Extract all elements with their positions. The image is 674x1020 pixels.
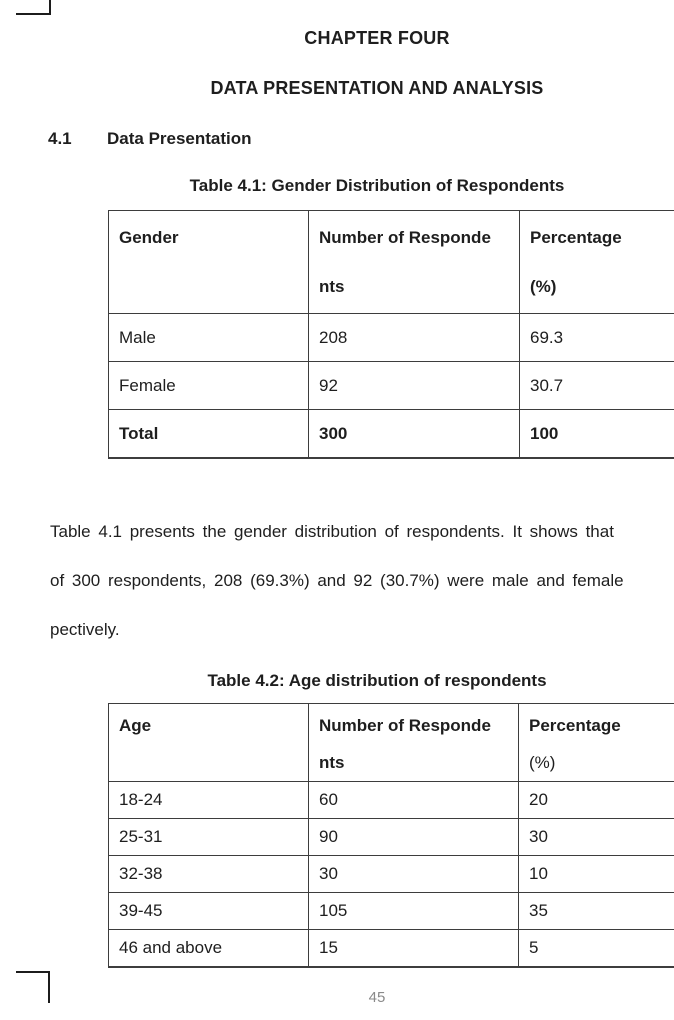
table-cell: 32-38	[108, 855, 309, 893]
analysis-paragraph: Table 4.1 presents the gender distributi…	[50, 507, 624, 654]
column-header-label: nts	[319, 753, 345, 772]
table-cell: Total	[108, 409, 309, 459]
table-cell: 30	[518, 818, 674, 856]
table-cell: 90	[308, 818, 519, 856]
table-cell: 100	[519, 409, 674, 459]
column-header-age: Age	[108, 703, 309, 782]
table-cell: 300	[308, 409, 520, 459]
table-cell: 92	[308, 361, 520, 410]
column-header-label: Percentage	[530, 228, 622, 247]
table-row: Male 208 69.3	[108, 313, 674, 362]
table-row: 39-45 105 35	[108, 892, 674, 930]
page-corner-mark-bottom	[16, 971, 50, 1003]
paragraph-line: pectively.	[50, 620, 120, 639]
table-cell: 10	[518, 855, 674, 893]
section-title: Data Presentation	[107, 129, 252, 148]
column-header-label: (%)	[529, 753, 556, 772]
page-number: 45	[368, 989, 386, 1006]
column-header-label: Number of Responde	[319, 228, 491, 247]
table-total-row: Total 300 100	[108, 409, 674, 459]
chapter-subheading: DATA PRESENTATION AND ANALYSIS	[210, 78, 544, 98]
table-cell: 25-31	[108, 818, 309, 856]
table-cell: 60	[308, 781, 519, 819]
column-header-label: nts	[319, 277, 345, 296]
table-row: 18-24 60 20	[108, 781, 674, 819]
page-corner-mark-top	[16, 0, 51, 15]
table-cell: 30	[308, 855, 519, 893]
column-header-label: Gender	[119, 228, 179, 247]
table2-caption: Table 4.2: Age distribution of responden…	[207, 671, 547, 690]
table1-caption: Table 4.1: Gender Distribution of Respon…	[189, 176, 565, 195]
table-cell: 35	[518, 892, 674, 930]
column-header-gender: Gender	[108, 210, 309, 314]
table-cell: 15	[308, 929, 519, 968]
table-cell: 69.3	[519, 313, 674, 362]
table-cell: 208	[308, 313, 520, 362]
paragraph-line: of 300 respondents, 208 (69.3%) and 92 (…	[50, 571, 624, 590]
table-row: Female 92 30.7	[108, 361, 674, 410]
gender-distribution-table: Gender Number of Responde nts Percentage…	[108, 210, 674, 459]
table-header-row: Age Number of Responde nts Percentage (%…	[108, 703, 674, 782]
section-heading: 4.1 Data Presentation	[48, 129, 252, 149]
column-header-respondents: Number of Responde nts	[308, 210, 520, 314]
paragraph-line: Table 4.1 presents the gender distributi…	[50, 522, 614, 541]
table-cell: 30.7	[519, 361, 674, 410]
table-cell: 39-45	[108, 892, 309, 930]
table-cell: 20	[518, 781, 674, 819]
table-cell: 105	[308, 892, 519, 930]
table-cell: 18-24	[108, 781, 309, 819]
table-row: 46 and above 15 5	[108, 929, 674, 968]
table-row: 32-38 30 10	[108, 855, 674, 893]
table-row: 25-31 90 30	[108, 818, 674, 856]
age-distribution-table: Age Number of Responde nts Percentage (%…	[108, 703, 674, 968]
column-header-respondents: Number of Responde nts	[308, 703, 519, 782]
column-header-label: (%)	[530, 277, 557, 296]
section-number: 4.1	[48, 129, 72, 148]
column-header-label: Number of Responde	[319, 716, 491, 735]
table-cell: Female	[108, 361, 309, 410]
column-header-label: Age	[119, 716, 152, 735]
table-cell: 5	[518, 929, 674, 968]
column-header-percentage: Percentage (%)	[519, 210, 674, 314]
column-header-percentage: Percentage (%)	[518, 703, 674, 782]
column-header-label: Percentage	[529, 716, 621, 735]
table-cell: 46 and above	[108, 929, 309, 968]
chapter-heading: CHAPTER FOUR	[304, 28, 450, 48]
table-cell: Male	[108, 313, 309, 362]
table-header-row: Gender Number of Responde nts Percentage…	[108, 210, 674, 314]
